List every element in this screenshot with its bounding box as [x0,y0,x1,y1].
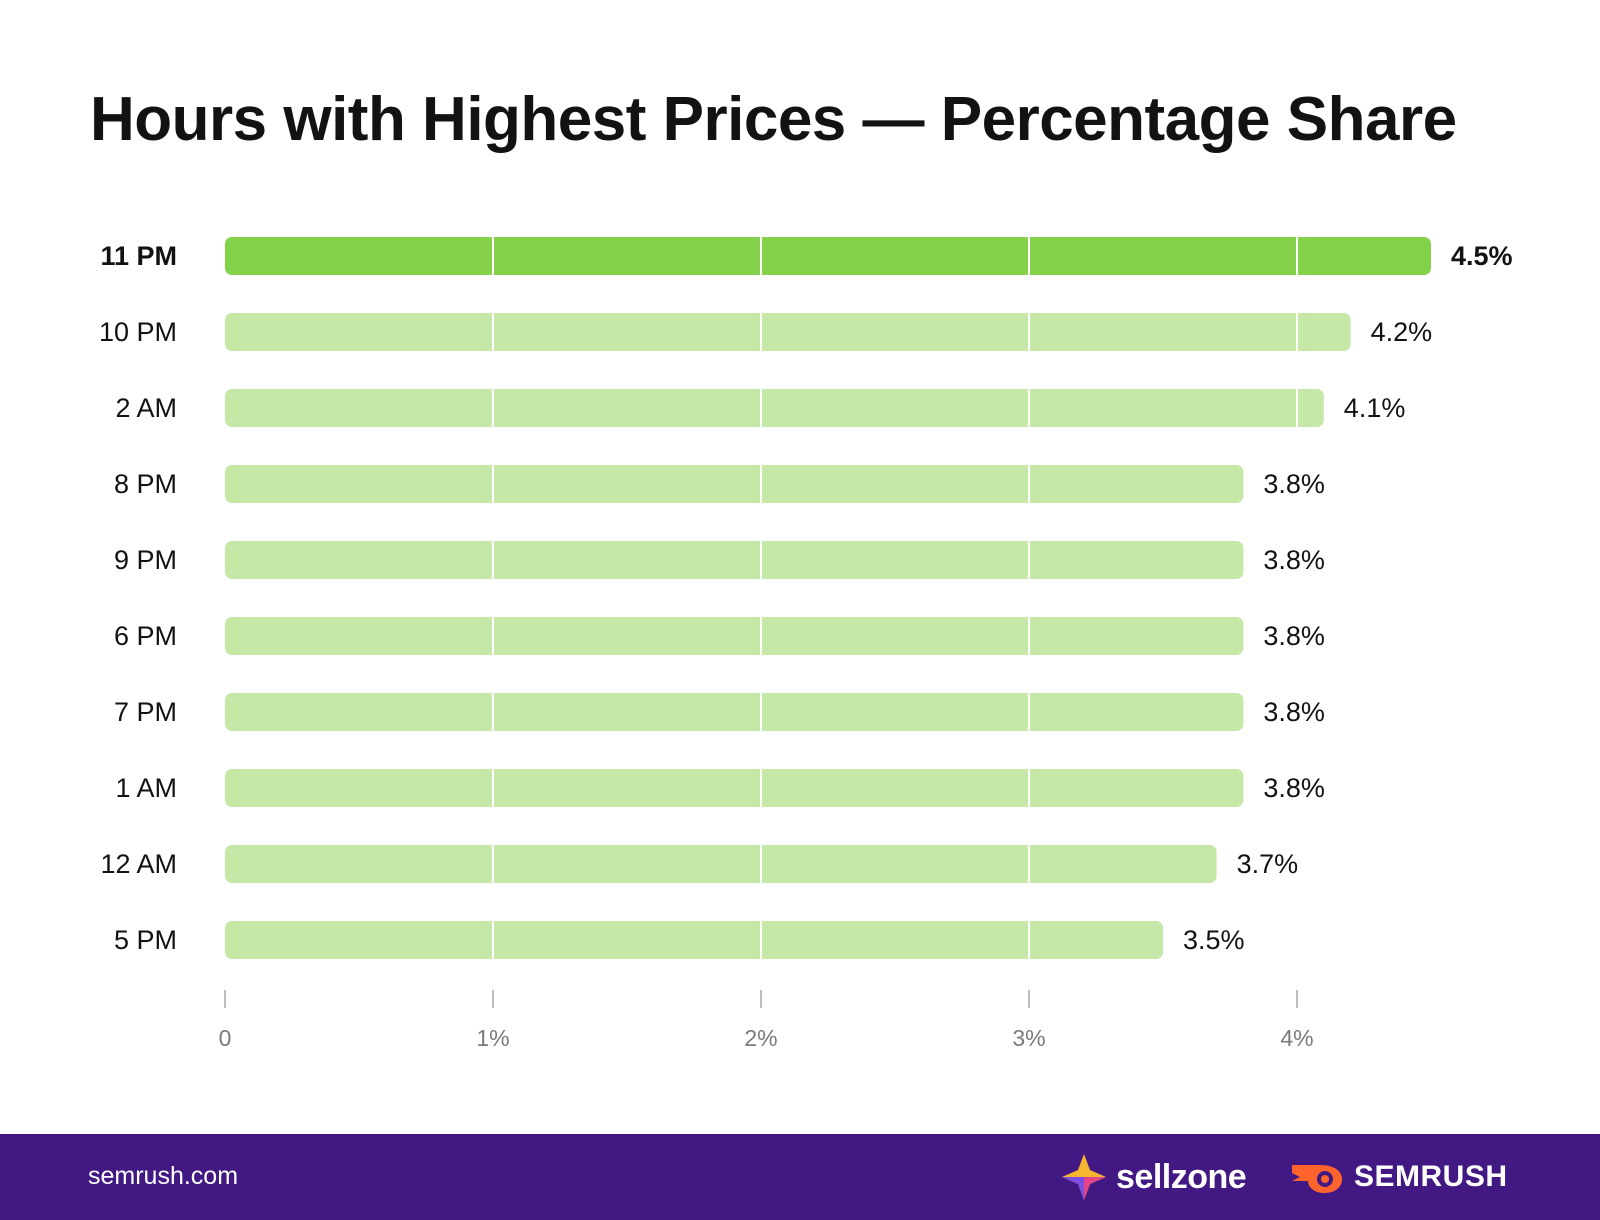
value-label: 4.1% [1344,393,1406,423]
value-label: 4.5% [1451,241,1513,271]
tick-label: 4% [1280,1025,1313,1051]
bar-7-pm [225,693,1244,731]
tick-label: 2% [744,1025,777,1051]
bar-2-am [225,389,1324,427]
bar-6-pm [225,617,1244,655]
category-label: 7 PM [114,697,177,727]
category-label: 12 AM [100,849,177,879]
tick-label: 0 [219,1025,232,1051]
footer-site-link[interactable]: semrush.com [88,1162,239,1190]
bar-chart: 11 PM 4.5% 10 PM 4.2% 2 AM 4.1% 8 PM 3.8% 9 PM 3.… [99,235,1513,1051]
sellzone-logo: sellzone [1058,1152,1247,1202]
value-label: 3.7% [1237,849,1299,879]
category-label: 6 PM [114,621,177,651]
category-label: 5 PM [114,925,177,955]
chart-title: Hours with Highest Prices — Percentage S… [90,85,1457,154]
category-label: 1 AM [115,773,177,803]
category-label: 8 PM [114,469,177,499]
category-label: 10 PM [99,317,177,347]
category-label: 11 PM [100,241,177,271]
sellzone-star-icon [1062,1154,1106,1200]
value-label: 3.8% [1263,621,1325,651]
footer-bar: semrush.com sellzone SEMRUSH [0,1134,1600,1220]
value-label: 3.8% [1263,469,1325,499]
bar-10-pm [225,313,1351,351]
semrush-wordmark: SEMRUSH [1354,1160,1508,1193]
semrush-logo: SEMRUSH [1290,1152,1508,1202]
bar-12-am [225,845,1217,883]
semrush-flame-icon [1292,1165,1342,1193]
tick-label: 1% [476,1025,509,1051]
value-label: 3.8% [1263,697,1325,727]
value-label: 3.5% [1183,925,1245,955]
bar-5-pm [225,921,1163,959]
value-label: 3.8% [1263,545,1325,575]
tick-label: 3% [1012,1025,1045,1051]
value-label: 4.2% [1371,317,1433,347]
bar-9-pm [225,541,1244,579]
sellzone-wordmark: sellzone [1116,1157,1247,1196]
value-label: 3.8% [1263,773,1325,803]
bar-1-am [225,769,1244,807]
bar-8-pm [225,465,1244,503]
category-label: 9 PM [114,545,177,575]
bar-11-pm [225,237,1431,275]
category-label: 2 AM [115,393,177,423]
